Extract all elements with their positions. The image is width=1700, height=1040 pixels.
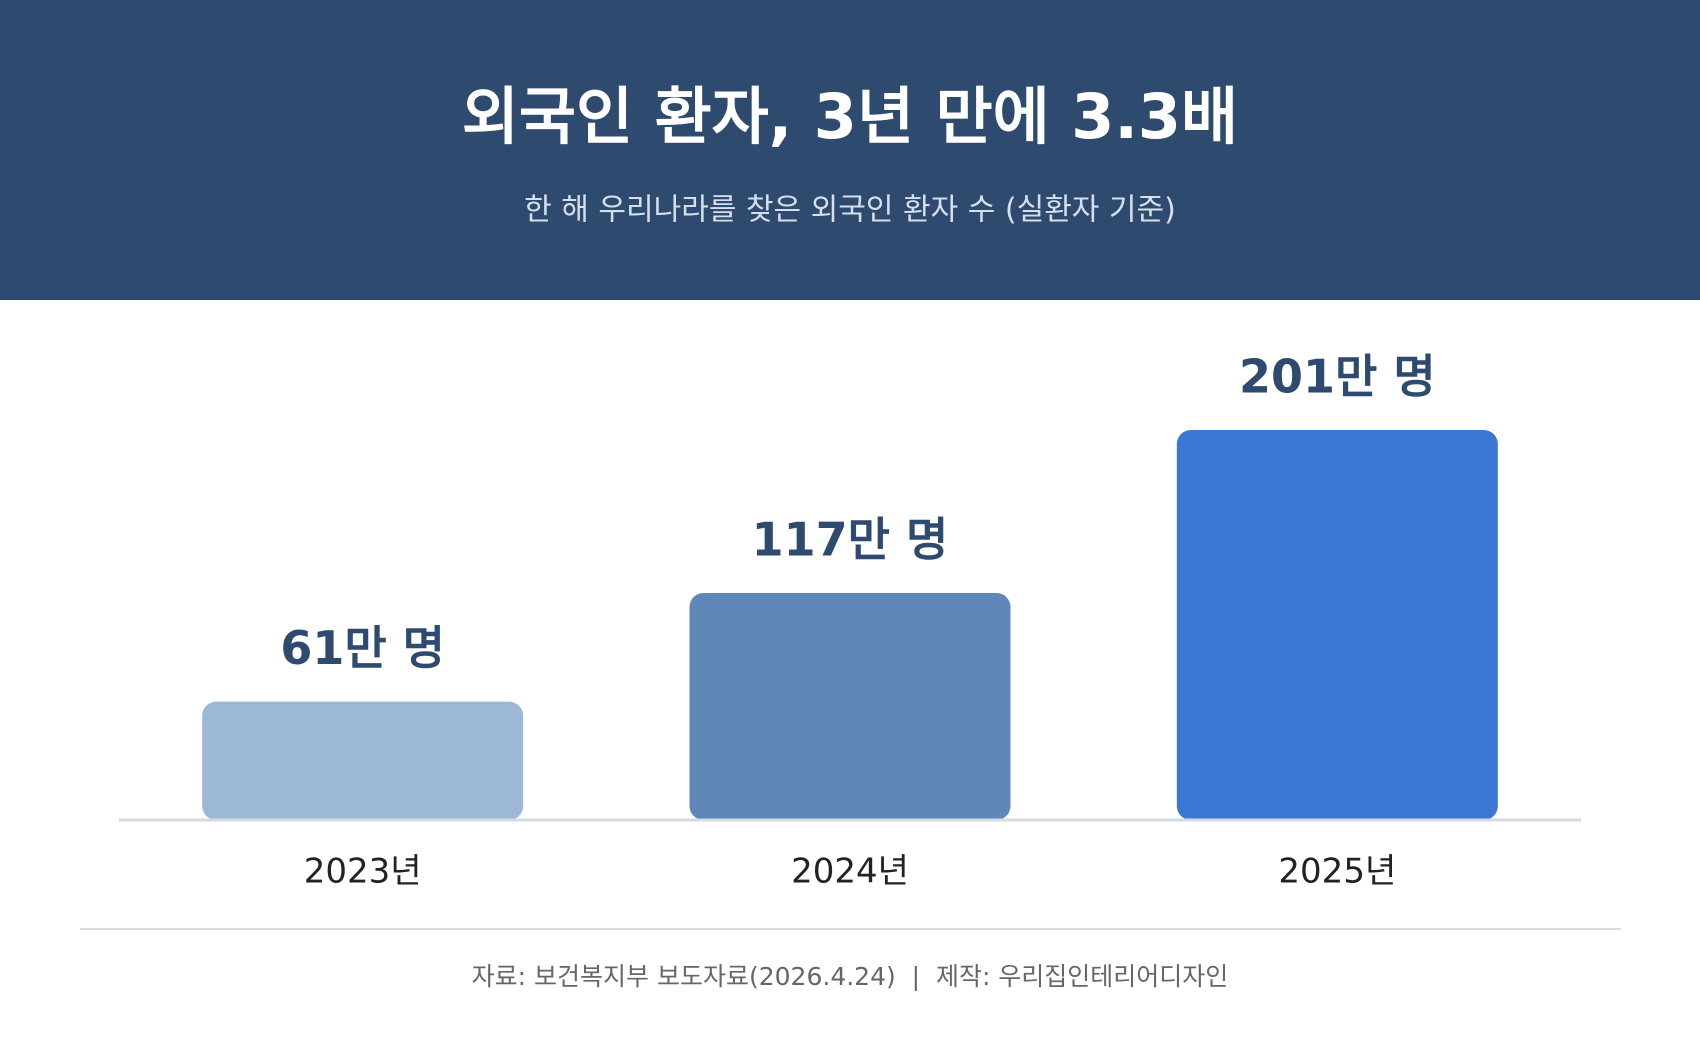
value-label: 117만 명 <box>752 512 949 566</box>
chart-title: 외국인 환자, 3년 만에 3.3배 <box>462 80 1238 153</box>
bar <box>689 592 1011 820</box>
chart-subtitle: 한 해 우리나라를 찾은 외국인 환자 수 (실환자 기준) <box>524 193 1176 228</box>
bar <box>1176 430 1498 820</box>
x-tick-label: 2025년 <box>1278 852 1396 892</box>
value-label: 201만 명 <box>1239 350 1436 404</box>
header-band <box>0 0 1700 300</box>
footnote: 자료: 보건복지부 보도자료(2026.4.24) | 제작: 우리집인테리어디… <box>472 962 1229 991</box>
x-tick-label: 2023년 <box>304 852 422 892</box>
x-tick-label: 2024년 <box>791 852 909 892</box>
bar <box>202 701 524 820</box>
value-label: 61만 명 <box>280 621 445 675</box>
